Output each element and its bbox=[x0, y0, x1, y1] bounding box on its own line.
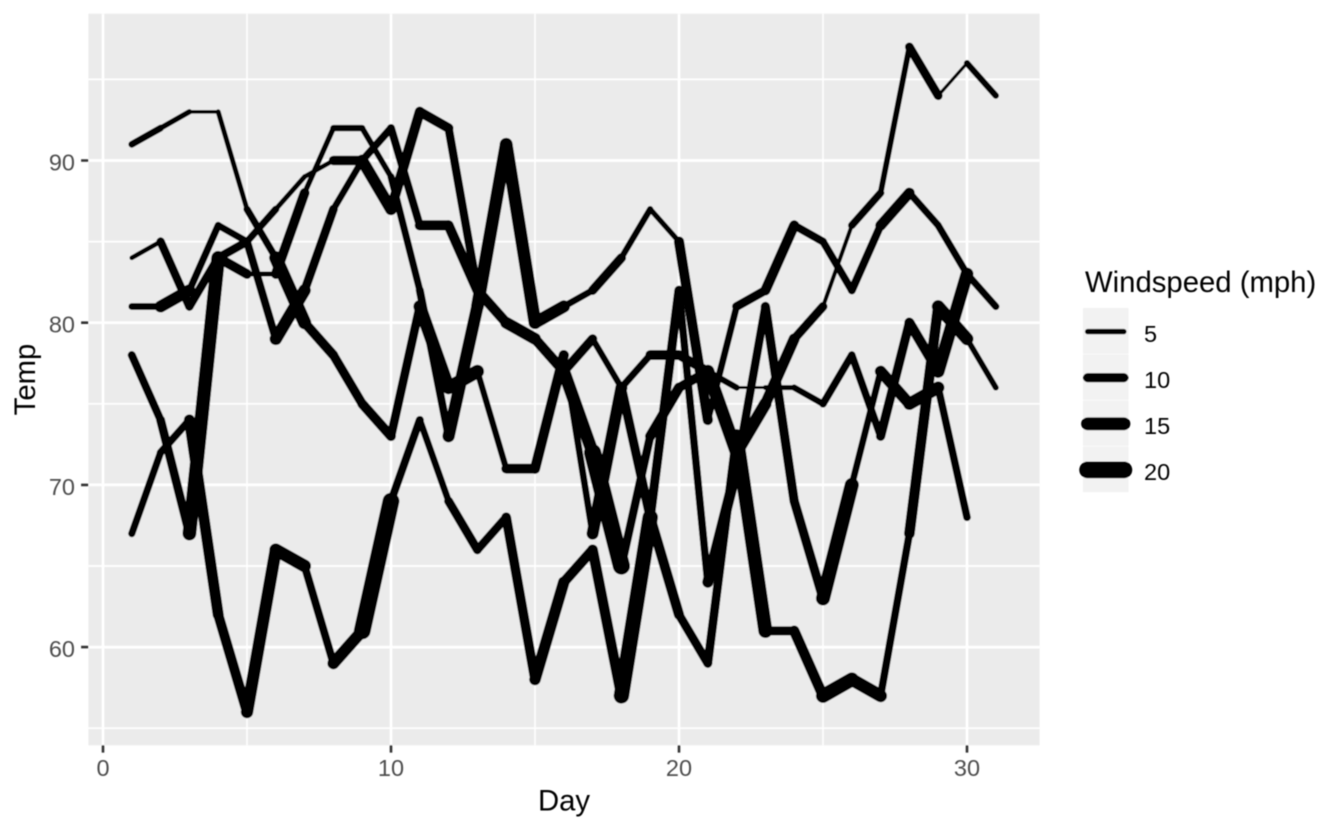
svg-text:20: 20 bbox=[1144, 459, 1170, 485]
svg-text:70: 70 bbox=[49, 474, 75, 500]
svg-text:10: 10 bbox=[378, 755, 404, 781]
svg-text:80: 80 bbox=[49, 312, 75, 338]
svg-text:30: 30 bbox=[954, 755, 980, 781]
svg-text:10: 10 bbox=[1144, 367, 1170, 393]
svg-text:Windspeed (mph): Windspeed (mph) bbox=[1085, 266, 1316, 299]
svg-text:90: 90 bbox=[49, 150, 75, 176]
svg-text:Temp: Temp bbox=[9, 344, 42, 416]
svg-text:5: 5 bbox=[1144, 321, 1157, 347]
svg-text:Day: Day bbox=[538, 784, 590, 817]
svg-text:20: 20 bbox=[666, 755, 692, 781]
svg-text:60: 60 bbox=[49, 636, 75, 662]
svg-text:0: 0 bbox=[96, 755, 109, 781]
svg-text:15: 15 bbox=[1144, 413, 1170, 439]
